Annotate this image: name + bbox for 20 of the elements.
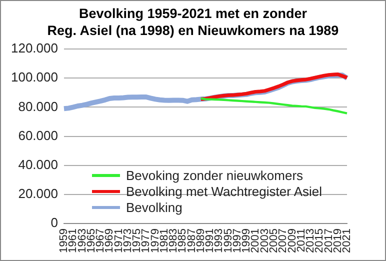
x-tick-label: 2021 <box>341 228 354 254</box>
x-tick-label: 2019 <box>332 228 344 254</box>
y-tick-label: 60.000 <box>18 128 58 143</box>
y-tick-label: 0 <box>50 215 58 230</box>
y-tick-label: 20.000 <box>18 186 58 202</box>
x-tick-label: 1989 <box>194 228 207 254</box>
y-tick-label: 100.000 <box>10 70 58 85</box>
y-tick-label: 120.000 <box>10 40 58 56</box>
x-tick-label: 1973 <box>122 228 134 254</box>
x-tick-label: 1965 <box>85 228 98 254</box>
y-tick-label: 40.000 <box>18 156 58 172</box>
legend-label: Bevolking <box>124 200 184 216</box>
x-tick-label: 1981 <box>158 228 170 254</box>
x-tick-label: 1997 <box>231 228 244 254</box>
y-tick-label: 80.000 <box>18 98 58 114</box>
x-tick-label: 2011 <box>295 228 308 252</box>
legend-label: Bevoking zonder nieuwkomers <box>124 168 304 184</box>
x-tick-label: 2005 <box>268 228 280 254</box>
legend-label: Bevolking met Wachtregister Asiel <box>124 184 322 200</box>
chart-title: Bevolking 1959-2021 met en zonder Reg. Asiel (na 1998) en Nieuwkomers na 1989 <box>46 5 340 39</box>
